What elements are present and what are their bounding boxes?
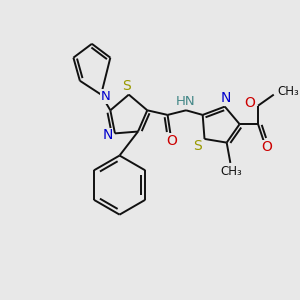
Text: O: O (244, 96, 255, 110)
Text: O: O (166, 134, 177, 148)
Text: N: N (102, 128, 113, 142)
Text: N: N (101, 90, 111, 103)
Text: CH₃: CH₃ (220, 165, 242, 178)
Text: S: S (123, 79, 131, 93)
Text: CH₃: CH₃ (278, 85, 299, 98)
Text: S: S (193, 139, 202, 153)
Text: N: N (220, 91, 231, 105)
Text: O: O (261, 140, 272, 154)
Text: HN: HN (175, 95, 195, 109)
